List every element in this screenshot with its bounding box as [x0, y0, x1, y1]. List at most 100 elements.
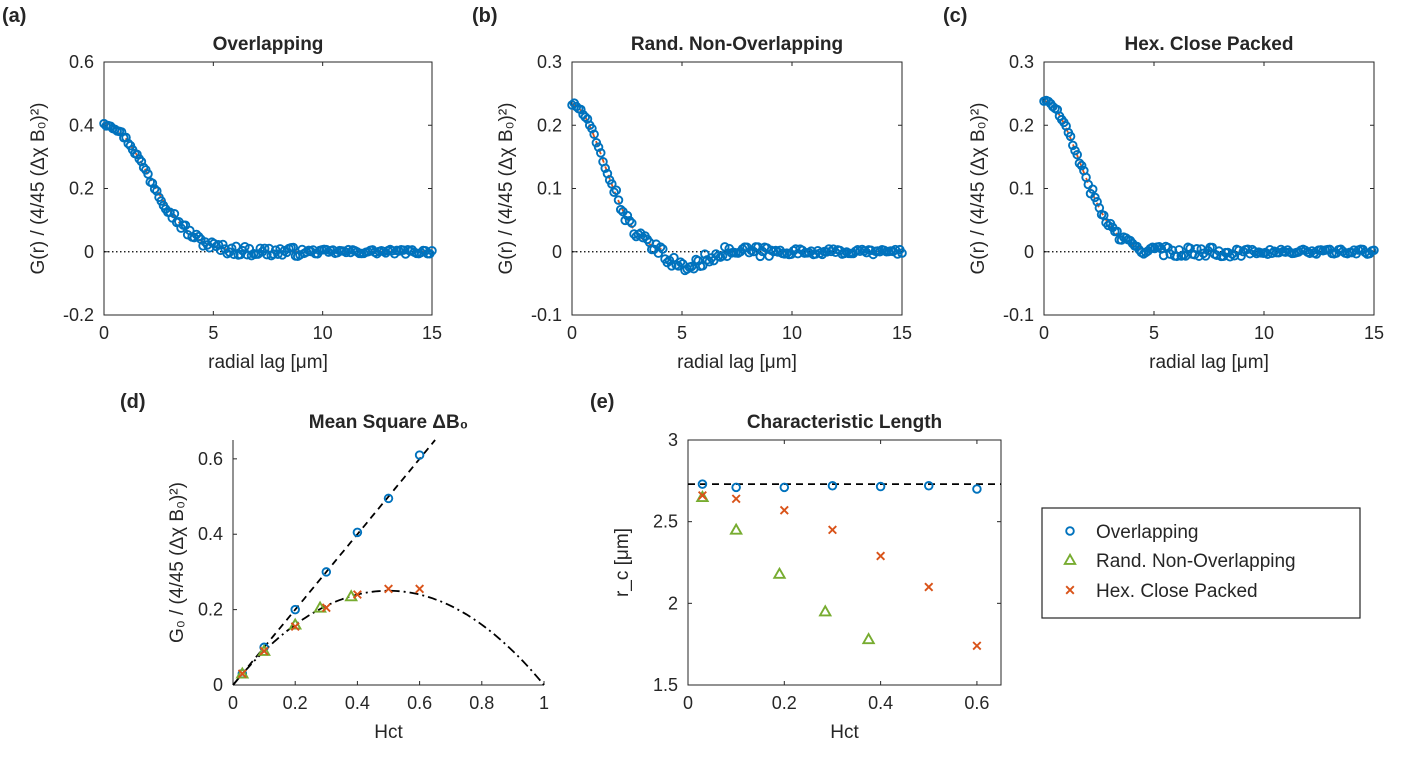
data-point	[779, 505, 789, 515]
data-point	[695, 490, 710, 503]
data-point	[383, 493, 394, 504]
panel-label-d: (d)	[120, 391, 146, 413]
data-point	[1072, 149, 1082, 160]
x-tick-label: 15	[422, 323, 442, 343]
x-tick-label: 10	[313, 323, 333, 343]
data-point	[1200, 251, 1211, 261]
x-tick-label: 15	[892, 323, 912, 343]
x-tick-label: 0.2	[772, 693, 797, 713]
x-tick-label: 0.2	[283, 693, 308, 713]
y-axis-label: G(r) / (4/45 (Δχ B₀)²)	[28, 103, 49, 275]
y-tick-label: 0.3	[1009, 52, 1034, 72]
data-point	[1369, 245, 1379, 255]
panel-label-c: (c)	[943, 5, 967, 27]
panel-label-b: (b)	[472, 5, 498, 27]
data-point	[589, 129, 599, 140]
chart-title: Characteristic Length	[747, 412, 942, 433]
data-point	[352, 527, 363, 538]
data-point	[288, 242, 299, 253]
y-axis-label: G(r) / (4/45 (Δχ B₀)²)	[496, 103, 517, 275]
data-point	[427, 246, 437, 256]
data-point	[924, 480, 934, 491]
data-point	[147, 178, 158, 188]
x-axis-label: radial lag [μm]	[1149, 352, 1269, 373]
y-tick-label: 0.4	[198, 524, 223, 544]
y-tick-label: -0.2	[63, 305, 94, 325]
data-point	[972, 484, 982, 494]
y-tick-label: -0.1	[531, 305, 562, 325]
x-tick-label: 10	[1254, 323, 1274, 343]
data-point	[613, 195, 624, 205]
plot-frame	[1043, 61, 1375, 316]
y-tick-label: 0.2	[198, 600, 223, 620]
data-point	[290, 622, 300, 632]
data-point	[611, 185, 622, 196]
plot-frame	[571, 61, 903, 316]
x-tick-label: 0	[99, 323, 109, 343]
y-tick-label: 0.2	[69, 179, 94, 199]
x-tick-label: 10	[782, 323, 802, 343]
x-tick-label: 5	[1149, 323, 1159, 343]
data-point	[352, 590, 362, 600]
y-tick-label: 3	[668, 430, 678, 450]
y-tick-label: 0	[84, 242, 94, 262]
data-point	[655, 242, 666, 252]
data-point	[1087, 184, 1098, 195]
data-point	[924, 582, 934, 592]
y-axis-label: G₀ / (4/45 (Δχ B₀)²)	[167, 482, 188, 643]
data-point	[156, 196, 166, 206]
data-point	[658, 244, 668, 254]
x-tick-label: 5	[677, 323, 687, 343]
chart-panel-e: 0 0.2 0.4 0.6 1.5 2 2.5 3 Characteristic Length H…	[612, 412, 1002, 743]
data-point	[257, 643, 271, 656]
y-tick-label: 0.6	[198, 449, 223, 469]
data-point	[132, 149, 142, 160]
data-point	[1074, 158, 1085, 169]
data-point	[861, 632, 876, 645]
data-point	[169, 209, 180, 219]
data-point	[235, 666, 250, 679]
x-tick-label: 5	[208, 323, 218, 343]
x-tick-label: 15	[1364, 323, 1384, 343]
chart-title: Mean Square ΔB₀	[309, 412, 468, 433]
data-point	[697, 261, 708, 271]
data-point	[587, 123, 597, 134]
data-point	[609, 187, 619, 198]
data-point	[313, 600, 327, 613]
y-tick-label: 2.5	[653, 512, 678, 532]
data-point	[231, 241, 241, 252]
x-tick-label: 0.8	[469, 693, 494, 713]
data-point	[237, 669, 247, 679]
data-point	[731, 494, 741, 504]
x-tick-label: 0.4	[345, 693, 370, 713]
data-point	[1065, 131, 1076, 142]
chart-title: Overlapping	[213, 34, 324, 55]
plot-frame	[687, 439, 1002, 686]
data-point	[138, 162, 149, 173]
legend-label-rand-non-overlapping: Rand. Non-Overlapping	[1096, 551, 1296, 572]
x-tick-label: 0.6	[407, 693, 432, 713]
data-point	[259, 646, 269, 656]
data-point	[615, 204, 626, 215]
data-point	[123, 138, 133, 149]
legend-marker	[1065, 585, 1075, 595]
data-point	[1103, 220, 1113, 231]
y-tick-label: 1.5	[653, 675, 678, 695]
x-tick-label: 0	[567, 323, 577, 343]
y-tick-label: -0.1	[1003, 305, 1034, 325]
data-point	[755, 251, 766, 262]
data-point	[607, 179, 617, 189]
data-point	[1076, 160, 1087, 171]
data-point	[384, 584, 393, 594]
data-point	[1112, 226, 1122, 237]
chart-panel-d: 0 0.2 0.4 0.6 0.8 1 0 0.2 0.4 0.6 Mean Square ΔB₀ H…	[167, 412, 549, 743]
data-point	[897, 248, 907, 258]
data-point	[593, 142, 604, 152]
data-point	[580, 112, 591, 122]
y-axis-label: r_c [μm]	[612, 528, 633, 597]
legend-label-overlapping: Overlapping	[1096, 522, 1198, 543]
